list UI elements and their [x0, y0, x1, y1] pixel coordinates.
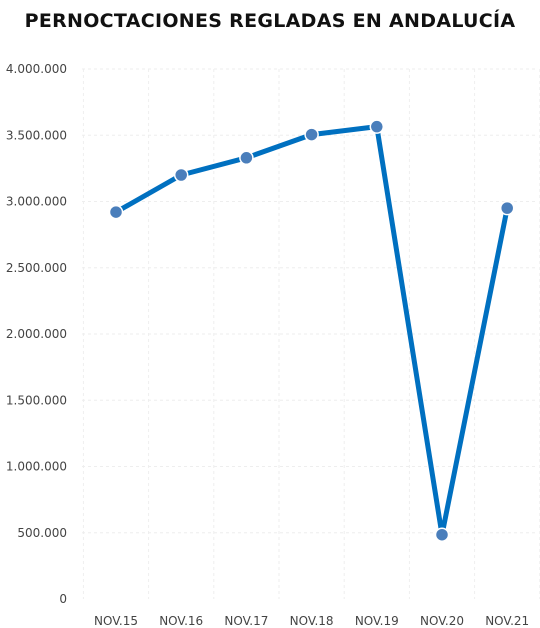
data-point[interactable]: [239, 150, 254, 166]
y-tick-label: 2.000.000: [6, 327, 67, 341]
data-point[interactable]: [434, 527, 450, 542]
series-line: [113, 124, 510, 538]
x-tick-label: NOV.17: [224, 614, 268, 628]
data-point[interactable]: [499, 200, 515, 216]
y-axis: 0 500.000 1.000.000 1.500.000 2.000.000 2.500…: [6, 62, 67, 606]
y-tick-label: 4.000.000: [6, 62, 67, 76]
x-tick-label: NOV.16: [159, 614, 203, 628]
y-tick-label: 0: [59, 592, 67, 606]
x-tick-label: NOV.21: [485, 614, 529, 628]
x-axis: NOV.15 NOV.16 NOV.17 NOV.18 NOV.19 NOV.20 NOV.…: [94, 614, 529, 628]
y-tick-label: 3.500.000: [6, 128, 67, 142]
y-tick-label: 500.000: [17, 526, 67, 540]
x-tick-label: NOV.15: [94, 614, 138, 628]
points-layer: [108, 119, 515, 542]
y-tick-label: 3.000.000: [6, 195, 67, 209]
x-tick-label: NOV.19: [355, 614, 399, 628]
data-point[interactable]: [173, 167, 189, 183]
y-tick-label: 2.500.000: [6, 261, 67, 275]
chart-title: PERNOCTACIONES REGLADAS EN ANDALUCÍA: [24, 10, 516, 32]
grid-layer: [82, 68, 540, 599]
x-tick-label: NOV.20: [420, 614, 464, 628]
y-tick-label: 1.000.000: [6, 460, 67, 474]
data-point[interactable]: [369, 119, 385, 134]
y-tick-label: 1.500.000: [6, 393, 67, 407]
x-tick-label: NOV.18: [290, 614, 334, 628]
data-point[interactable]: [304, 127, 319, 142]
series-layer: [113, 124, 510, 538]
data-point[interactable]: [108, 204, 124, 220]
